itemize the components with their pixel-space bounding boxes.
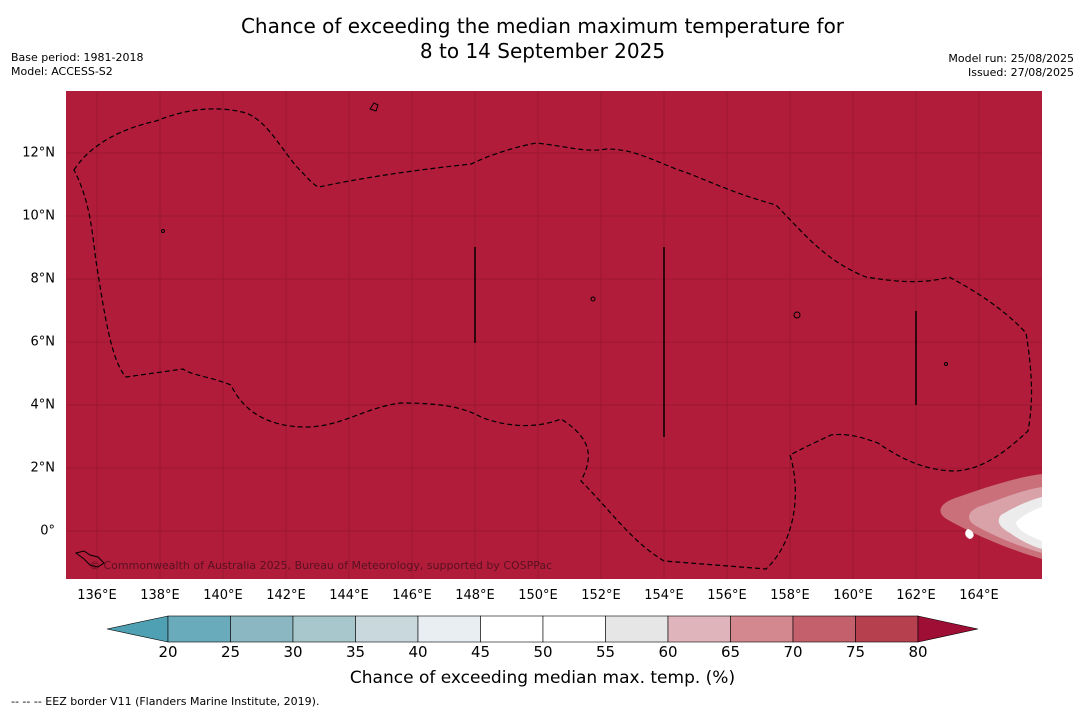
issued-date: Issued: 27/08/2025: [967, 66, 1074, 79]
lon-label-164: 164°E: [959, 588, 999, 603]
map-background: [66, 91, 1042, 579]
colorbar-tick-20: 20: [158, 643, 178, 661]
lon-label-148: 148°E: [455, 588, 495, 603]
lon-label-154: 154°E: [644, 588, 684, 603]
title-line-2: 8 to 14 September 2025: [419, 39, 666, 63]
colorbar-label: Chance of exceeding median max. temp. (%…: [349, 668, 736, 688]
colorbar-segment: [417, 615, 481, 643]
colorbar-segment: [855, 615, 919, 643]
colorbar-segment: [730, 615, 794, 643]
colorbar-tick-40: 40: [408, 643, 428, 661]
colorbar-tick-55: 55: [595, 643, 616, 661]
lat-label-8n: 8°N: [30, 271, 56, 287]
colorbar-tick-35: 35: [345, 643, 366, 661]
colorbar-tick-30: 30: [283, 643, 303, 661]
colorbar-segment: [480, 615, 544, 643]
colorbar-extend-high: [917, 615, 979, 643]
colorbar-tick-80: 80: [908, 643, 928, 661]
colorbar-segment: [355, 615, 419, 643]
model-name: Model: ACCESS-S2: [11, 65, 113, 78]
metadata-right: Model run: 25/08/2025 Issued: 27/08/2025: [948, 52, 1074, 80]
lon-label-136: 136°E: [77, 588, 117, 603]
warm-anomaly-lighter-region: [940, 474, 1042, 559]
lon-label-150: 150°E: [518, 588, 558, 603]
colorbar-extend-low: [106, 615, 169, 643]
map-title: Chance of exceeding the median maximum t…: [0, 14, 1085, 64]
lon-label-146: 146°E: [392, 588, 432, 603]
lat-label-6n: 6°N: [30, 334, 56, 350]
lon-label-140: 140°E: [203, 588, 243, 603]
colorbar-segment: [667, 615, 731, 643]
colorbar-tick-65: 65: [720, 643, 741, 661]
lon-label-144: 144°E: [329, 588, 369, 603]
lon-label-162: 162°E: [896, 588, 936, 603]
lon-label-160: 160°E: [833, 588, 873, 603]
colorbar-segment: [792, 615, 856, 643]
colorbar-segment: [542, 615, 606, 643]
lon-label-152: 152°E: [581, 588, 621, 603]
colorbar-segment: [605, 615, 669, 643]
lat-label-10n: 10°N: [22, 208, 55, 224]
lat-label-0: 0°: [40, 523, 55, 539]
metadata-left: Base period: 1981-2018 Model: ACCESS-S2: [11, 51, 143, 79]
eez-border-legend: -- -- -- EEZ border V11 (Flanders Marine…: [11, 695, 320, 708]
colorbar-segment: [230, 615, 294, 643]
colorbar-tick-60: 60: [658, 643, 678, 661]
model-run: Model run: 25/08/2025: [948, 52, 1074, 65]
colorbar-segments: [106, 615, 979, 643]
lon-label-156: 156°E: [707, 588, 747, 603]
lat-label-4n: 4°N: [30, 397, 56, 413]
colorbar: [106, 615, 979, 643]
colorbar-segment: [167, 615, 231, 643]
lon-label-138: 138°E: [140, 588, 180, 603]
lat-label-12n: 12°N: [22, 145, 55, 161]
island-markers: [74, 102, 948, 568]
colorbar-tick-70: 70: [783, 643, 803, 661]
lat-label-2n: 2°N: [30, 460, 56, 476]
colorbar-tick-45: 45: [470, 643, 491, 661]
lon-label-158: 158°E: [770, 588, 810, 603]
colorbar-tick-75: 75: [845, 643, 866, 661]
colorbar-segment: [292, 615, 356, 643]
forecast-map: [66, 91, 1042, 579]
lon-label-142: 142°E: [266, 588, 306, 603]
colorbar-tick-50: 50: [533, 643, 553, 661]
title-line-1: Chance of exceeding the median maximum t…: [240, 14, 845, 38]
base-period: Base period: 1981-2018: [11, 51, 144, 64]
copyright-text: © Commonwealth of Australia 2025, Bureau…: [89, 559, 553, 572]
colorbar-tick-25: 25: [220, 643, 241, 661]
eez-border: [73, 108, 1033, 570]
